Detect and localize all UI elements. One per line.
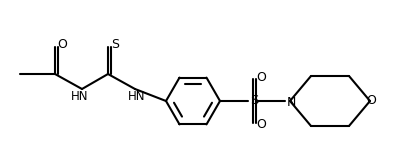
- Text: HN: HN: [128, 90, 145, 104]
- Text: O: O: [365, 94, 375, 107]
- Text: O: O: [256, 118, 265, 131]
- Text: S: S: [249, 94, 258, 107]
- Text: N: N: [285, 96, 295, 108]
- Text: O: O: [256, 72, 265, 84]
- Text: S: S: [111, 38, 119, 52]
- Text: O: O: [57, 38, 67, 52]
- Text: HN: HN: [71, 90, 88, 104]
